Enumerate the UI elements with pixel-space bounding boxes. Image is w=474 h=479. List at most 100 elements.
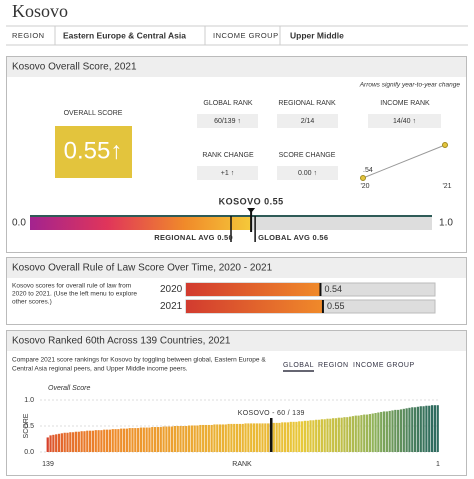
rank-bar	[309, 420, 312, 452]
rank-bar	[346, 417, 349, 452]
rank-bar	[413, 407, 417, 452]
marker-label: KOSOVO 0.55	[219, 196, 284, 206]
rank-bar	[334, 418, 338, 452]
panel-header	[7, 331, 466, 351]
rank-bar	[213, 424, 216, 452]
trend-x-label: '21	[442, 183, 451, 190]
marker-arrow	[247, 208, 256, 213]
rank-bar	[57, 433, 61, 452]
rank-bar	[422, 406, 425, 452]
rank-bar	[117, 429, 120, 452]
rank-bar	[371, 413, 374, 452]
stat-label: SCORE CHANGE	[279, 152, 336, 159]
rank-bar	[168, 426, 171, 452]
rank-bar	[286, 422, 290, 452]
rank-bar	[72, 432, 75, 452]
description: other scores.)	[12, 299, 52, 306]
tab[interactable]: GLOBAL	[283, 362, 314, 369]
rank-bar	[227, 423, 230, 452]
stat-label: REGIONAL RANK	[278, 100, 336, 107]
marker-label: REGIONAL AVG 0.50	[154, 233, 233, 242]
rank-bar	[402, 408, 405, 452]
rank-bar	[224, 424, 227, 452]
scale-tick-label: 1.0	[439, 218, 453, 229]
rank-bar	[385, 411, 388, 452]
rank-bar	[388, 410, 391, 452]
rank-bar	[363, 414, 366, 452]
rank-bar	[170, 426, 174, 452]
rank-bar	[419, 406, 422, 452]
rank-bar	[357, 415, 360, 452]
rank-bar	[145, 427, 148, 452]
label: OVERALL SCORE	[64, 110, 123, 117]
rank-bar	[100, 430, 103, 452]
scale-fill	[30, 216, 252, 230]
rank-bar	[125, 428, 128, 452]
panel-header	[7, 57, 466, 77]
stat-value: 0.00 ↑	[298, 170, 317, 177]
rank-bar	[210, 424, 213, 452]
trend-x-label: '20	[360, 183, 369, 190]
rank-bar	[74, 431, 78, 452]
description: 2020 to 2021. (Use the left menu to expl…	[12, 291, 137, 298]
bar	[186, 283, 321, 296]
rank-bar	[221, 424, 225, 452]
rank-bar	[289, 421, 292, 452]
rank-bar	[337, 417, 340, 452]
x-tick-label: 139	[42, 461, 54, 468]
rank-bar	[49, 435, 52, 452]
rank-bar	[295, 421, 298, 452]
tab[interactable]: REGION	[318, 362, 349, 369]
x-axis-title: RANK	[232, 461, 252, 468]
rank-bar	[255, 423, 258, 452]
rank-bar	[165, 426, 168, 452]
rank-bar	[151, 427, 154, 452]
bar-value: 0.54	[324, 284, 342, 294]
y-tick-label: 0.5	[24, 423, 34, 430]
year-label: 2020	[160, 284, 183, 295]
stat-label: INCOME RANK	[380, 100, 430, 107]
stat-box	[368, 114, 441, 128]
annotation: KOSOVO - 60 / 139	[238, 410, 305, 417]
rank-bar	[142, 427, 145, 452]
panel	[6, 257, 467, 325]
rank-bar	[66, 432, 69, 452]
marker-label: GLOBAL AVG 0.56	[258, 233, 328, 242]
tab[interactable]: INCOME GROUP	[353, 362, 415, 369]
rank-bar	[134, 428, 137, 452]
rank-bar	[348, 416, 352, 452]
rank-bar	[247, 423, 250, 452]
rank-bar	[86, 430, 89, 452]
rank-bar	[320, 419, 323, 452]
rank-bar	[425, 405, 428, 452]
rank-bar	[397, 409, 400, 452]
rank-bar	[430, 405, 434, 452]
stat-box	[197, 114, 258, 128]
rank-bar	[323, 419, 326, 452]
rank-bar	[176, 426, 179, 452]
rank-bar	[360, 415, 363, 452]
rank-bar	[382, 411, 386, 452]
rank-bar	[137, 428, 140, 452]
stat-value: 60/139 ↑	[214, 118, 241, 125]
rank-bar	[317, 419, 321, 452]
rank-bar	[148, 427, 151, 452]
rank-bar	[91, 430, 95, 452]
scale-tick-label: 0.0	[12, 218, 26, 229]
x-tick-label: 1	[436, 461, 440, 468]
rank-bar	[105, 429, 109, 452]
stat-label: GLOBAL RANK	[203, 100, 252, 107]
rank-bar	[173, 426, 177, 452]
rank-bar	[204, 424, 208, 452]
rank-bar	[380, 411, 383, 452]
label: INCOME GROUP	[213, 31, 279, 40]
rank-bar	[436, 405, 439, 452]
rank-bar	[428, 405, 431, 452]
rank-bar	[77, 431, 80, 452]
description: Central Asia regional peers, and Upper M…	[12, 366, 188, 373]
rank-bar	[218, 424, 222, 452]
y-axis-title: SCORE	[23, 413, 30, 438]
rank-bar	[193, 425, 196, 452]
rank-bar	[399, 409, 403, 452]
